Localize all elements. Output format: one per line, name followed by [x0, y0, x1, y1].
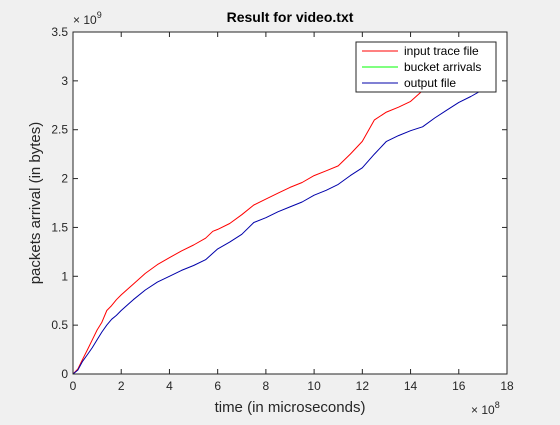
y-tick-label: 2.5: [51, 123, 68, 137]
legend[interactable]: input trace file bucket arrivals output fi…: [355, 41, 497, 93]
legend-label: output file: [404, 76, 456, 90]
y-axis-exponent: × 109: [73, 10, 102, 27]
y-tick-label: 1: [61, 269, 68, 283]
series-line-input-trace-file: [73, 90, 423, 374]
x-tick-label: 0: [70, 379, 77, 393]
x-tick-label: 10: [307, 379, 321, 393]
x-tick-label: 16: [452, 379, 466, 393]
x-tick-label: 8: [263, 379, 270, 393]
y-tick-label: 1.5: [51, 220, 68, 234]
series-layer: [73, 89, 484, 374]
x-tick-label: 12: [356, 379, 370, 393]
legend-label: input trace file: [404, 44, 479, 58]
x-axis-exponent: × 108: [471, 400, 500, 417]
y-exponent-base: × 10: [73, 13, 97, 27]
x-tick-label: 14: [404, 379, 418, 393]
x-tick-label: 2: [118, 379, 125, 393]
axes-box: [72, 31, 508, 375]
x-tick-label: 6: [214, 379, 221, 393]
tick-labels: 0 2 4 6 8 10 12 14 16 18 0 0.5 1 1.5 2 2.5 3 3.5: [51, 25, 514, 393]
ticks-layer: [72, 31, 508, 375]
x-exponent-power: 8: [495, 400, 500, 410]
x-exponent-base: × 10: [471, 403, 495, 417]
y-tick-label: 0: [61, 367, 68, 381]
x-tick-label: 18: [500, 379, 514, 393]
y-tick-label: 2: [61, 172, 68, 186]
x-axis-label: time (in microseconds): [215, 399, 366, 416]
x-tick-label: 4: [166, 379, 173, 393]
chart-title: Result for video.txt: [227, 9, 354, 25]
y-tick-label: 0.5: [51, 318, 68, 332]
y-exponent-power: 9: [97, 10, 102, 20]
legend-label: bucket arrivals: [404, 60, 481, 74]
y-axis-label: packets arrival (in bytes): [27, 122, 44, 285]
legend-items: input trace file bucket arrivals output fi…: [362, 44, 481, 90]
series-line-output-file: [73, 89, 484, 374]
y-tick-label: 3.5: [51, 25, 68, 39]
y-tick-label: 3: [61, 74, 68, 88]
